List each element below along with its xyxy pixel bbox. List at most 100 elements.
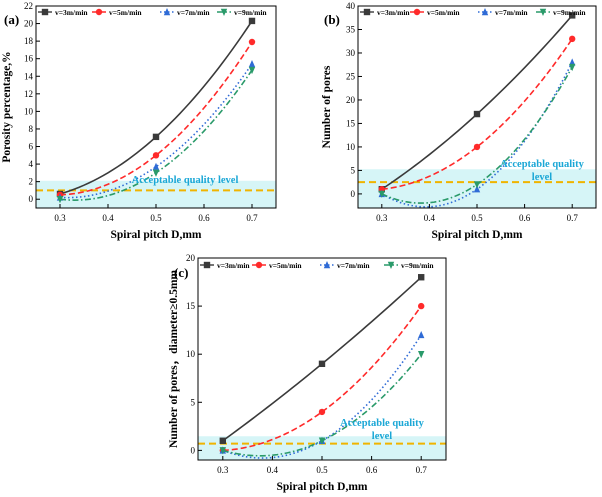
y-tick-label: 2 (29, 177, 34, 187)
y-tick-label: 5 (191, 397, 196, 407)
series-line-v-3m-min (222, 276, 422, 442)
legend-label: v=3m/min (377, 8, 410, 17)
data-point (569, 63, 576, 72)
x-tick-label: 0.5 (150, 213, 162, 223)
data-point (152, 133, 160, 141)
panel-label: (c) (174, 265, 188, 280)
y-tick-label: 20 (346, 95, 356, 105)
data-point (473, 185, 481, 193)
x-tick-label: 0.7 (567, 213, 579, 223)
x-tick-label: 0.4 (424, 213, 436, 223)
x-tick-label: 0.3 (217, 465, 229, 475)
legend-marker (255, 261, 263, 269)
data-point (569, 58, 576, 66)
legend-marker (95, 8, 103, 16)
legend-marker (41, 8, 49, 16)
panel-a: 0 2 4 6 8 10 12 14 16 18 20 22 0.3 0.4 0.5 0.6 0.7 Spiral… (1, 1, 277, 241)
series-line-v-5m-min (381, 38, 573, 191)
annotation-text: Acceptable quality (340, 418, 424, 429)
x-axis-title: Spiral pitch D,mm (276, 481, 367, 493)
legend-label: v=9m/min (234, 8, 267, 17)
legend-label: v=9m/min (401, 261, 434, 270)
data-point (219, 437, 226, 444)
x-axis-title: Spiral pitch D,mm (431, 229, 522, 241)
series-line-v-7m-min (59, 63, 253, 199)
y-tick-label: 0 (29, 194, 34, 204)
data-point (152, 152, 160, 159)
legend-marker (539, 8, 547, 16)
y-tick-label: 8 (29, 124, 34, 134)
y-tick-label: 10 (346, 142, 356, 152)
y-tick-label: 20 (186, 253, 196, 263)
data-point (318, 360, 326, 368)
y-axis-title: Number of pores (321, 65, 333, 148)
data-point (248, 38, 256, 46)
data-point (318, 437, 326, 445)
legend-marker (413, 8, 421, 16)
y-tick-label: 15 (186, 301, 196, 311)
annotation-text: level (372, 431, 392, 442)
x-tick-label: 0.3 (376, 213, 388, 223)
data-point (248, 66, 256, 75)
y-tick-label: 30 (346, 48, 356, 58)
legend-marker (387, 261, 395, 269)
y-tick-label: 18 (24, 36, 34, 46)
legend-label: v=7m/min (495, 8, 528, 17)
series-line-v-7m-min (222, 334, 422, 459)
x-axis-title: Spiral pitch D,mm (110, 229, 201, 241)
panel-c: 0 5 10 15 20 0.3 0.4 0.5 0.6 0.7 Spiral pitch D,mm… (168, 253, 447, 493)
data-point (473, 110, 481, 118)
annotation-text: Acceptable quality (500, 159, 584, 170)
data-point (569, 12, 576, 19)
y-tick-label: 20 (24, 19, 34, 29)
y-tick-label: 35 (346, 24, 356, 34)
acceptable-band (198, 436, 446, 460)
data-point (248, 59, 256, 68)
data-point (473, 143, 481, 151)
y-tick-label: 40 (346, 1, 356, 11)
data-point (219, 447, 226, 455)
y-tick-label: 6 (29, 142, 34, 152)
panel-b: 0 5 10 15 20 25 30 35 40 0.3 0.4 0.5 0.6 0.7 Spiral pi… (321, 1, 597, 241)
legend-marker (323, 261, 331, 269)
series-line-v-5m-min (59, 41, 253, 196)
legend-label: v=7m/min (177, 8, 210, 17)
x-tick-label: 0.6 (519, 213, 531, 223)
y-tick-label: 25 (346, 71, 356, 81)
x-tick-label: 0.4 (102, 213, 114, 223)
y-tick-label: 12 (24, 89, 33, 99)
y-tick-label: 0 (351, 189, 356, 199)
y-tick-label: 10 (186, 349, 196, 359)
y-axis-title: Porosity percentage,% (1, 51, 13, 162)
acceptable-band (36, 180, 276, 208)
data-point (378, 190, 385, 198)
x-tick-label: 0.5 (471, 213, 483, 223)
legend-marker (203, 261, 211, 269)
legend-label: v=3m/min (217, 261, 250, 270)
series-line-v-5m-min (222, 305, 422, 452)
legend-marker (481, 8, 489, 16)
legend-marker (363, 8, 371, 16)
x-tick-label: 0.6 (366, 465, 378, 475)
data-point (418, 350, 425, 359)
data-point (248, 17, 256, 25)
panel-label: (a) (4, 12, 19, 27)
y-tick-label: 16 (24, 54, 34, 64)
data-point (418, 302, 425, 310)
y-tick-label: 14 (24, 71, 34, 81)
legend-label: v=5m/min (109, 8, 142, 17)
legend-marker (163, 8, 171, 16)
y-axis-title: Number of pores，diameter≥0.5mm (168, 270, 180, 448)
x-tick-label: 0.6 (198, 213, 210, 223)
y-tick-label: 10 (24, 106, 34, 116)
x-tick-label: 0.7 (416, 465, 428, 475)
x-tick-label: 0.3 (54, 213, 66, 223)
data-point (569, 35, 576, 43)
data-point (152, 162, 160, 170)
panel-label: (b) (324, 12, 340, 27)
data-point (418, 330, 425, 339)
annotation-text: Acceptable quality level (132, 175, 239, 186)
legend-label: v=9m/min (553, 8, 586, 17)
y-tick-label: 0 (191, 445, 196, 455)
